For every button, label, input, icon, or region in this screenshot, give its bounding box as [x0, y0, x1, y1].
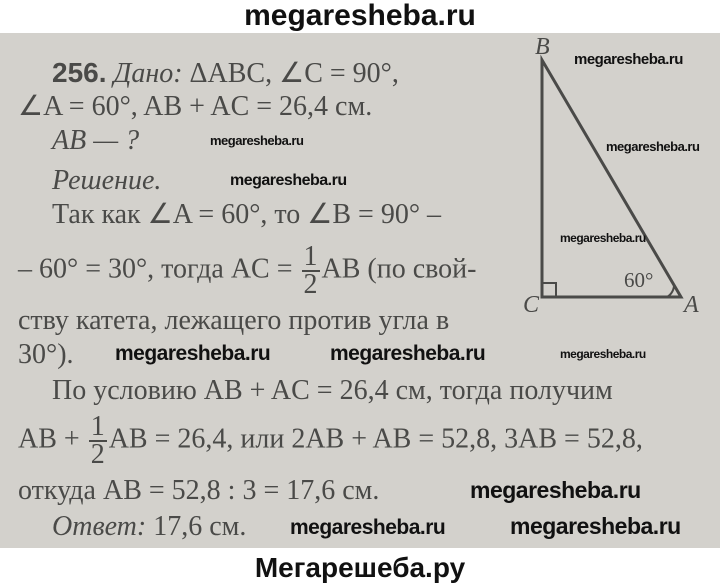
vertex-a-label: A: [684, 292, 699, 318]
denominator: 2: [90, 439, 105, 470]
solution-line-5: По условию AB + AC = 26,4 см, тогда полу…: [52, 375, 613, 406]
given-label: Дано:: [113, 58, 183, 89]
given-1: ΔABC, ∠C = 90°,: [182, 58, 399, 89]
site-header[interactable]: megaresheba.ru: [244, 0, 476, 32]
angle-arc: [666, 283, 675, 298]
site-footer[interactable]: Мегарешеба.ру: [254, 552, 466, 583]
watermark: megaresheba.ru: [560, 347, 646, 361]
watermark: megaresheba.ru: [510, 513, 681, 539]
solution-line-2: – 60° = 30°, тогда AC = 1 2 AB (по свой-: [18, 241, 477, 300]
line6-part-b: AB = 26,4, или 2AB + AB = 52,8, 3AB = 52…: [108, 423, 643, 455]
denominator: 2: [303, 269, 318, 300]
answer-label: Ответ:: [52, 511, 147, 542]
line6-part-a: AB +: [18, 423, 87, 455]
solution-line-3: ству катета, лежащего против угла в: [18, 305, 450, 336]
angle-60-label: 60°: [624, 268, 654, 292]
watermark: megaresheba.ru: [574, 51, 683, 68]
watermark: megaresheba.ru: [560, 231, 646, 245]
numerator: 1: [301, 241, 320, 272]
solution-line-1: Так как ∠A = 60°, то ∠B = 90° –: [52, 199, 442, 230]
solution-line-4: 30°).: [18, 339, 74, 370]
find: AB — ?: [52, 125, 140, 156]
solution-line-7: откуда AB = 52,8 : 3 = 17,6 см.: [18, 475, 380, 506]
watermark: megaresheba.ru: [290, 516, 446, 539]
watermark: megaresheba.ru: [115, 342, 271, 365]
vertex-b-label: B: [535, 34, 550, 60]
answer-value: 17,6 см.: [146, 511, 247, 542]
numerator: 1: [88, 411, 107, 442]
problem-number: 256.: [52, 57, 107, 88]
watermark: megaresheba.ru: [210, 133, 304, 148]
watermark: megaresheba.ru: [230, 172, 347, 189]
watermark: megaresheba.ru: [330, 342, 486, 365]
solution-label: Решение.: [52, 165, 162, 196]
triangle-abc: [540, 54, 684, 299]
given-2: ∠A = 60°, AB + AC = 26,4 см.: [18, 91, 373, 122]
answer-line: Ответ: 17,6 см.: [52, 512, 246, 542]
solution-line-6: AB + 1 2 AB = 26,4, или 2AB + AB = 52,8, 3…: [18, 411, 643, 470]
line2-part-b: AB (по свой-: [321, 253, 477, 285]
problem-header: 256. Дано: ΔABC, ∠C = 90°,: [52, 58, 399, 89]
textbook-page: [0, 33, 720, 548]
watermark: megaresheba.ru: [606, 139, 700, 154]
watermark: megaresheba.ru: [470, 477, 641, 503]
right-angle-mark: [541, 282, 557, 298]
vertex-c-label: C: [523, 292, 540, 318]
line2-part-a: – 60° = 30°, тогда AC =: [18, 253, 300, 285]
